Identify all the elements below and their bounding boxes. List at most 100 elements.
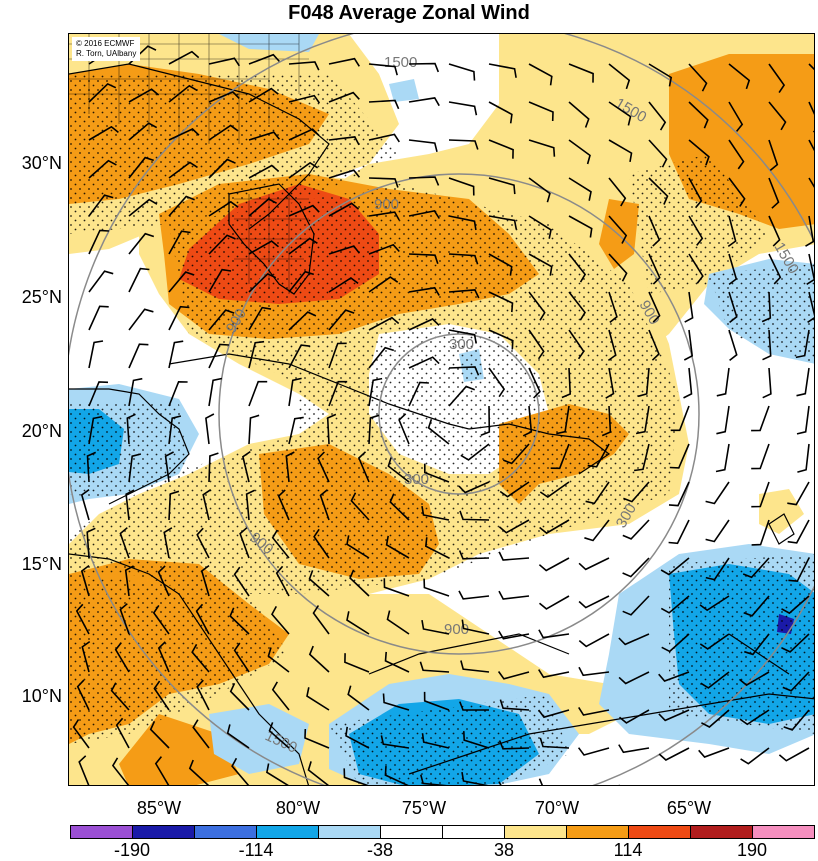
wind-barb bbox=[561, 367, 572, 399]
wind-barb bbox=[408, 62, 440, 73]
wind-barb bbox=[248, 380, 268, 407]
wind-barb bbox=[578, 633, 610, 648]
wind-barb bbox=[660, 557, 690, 576]
wind-barb bbox=[578, 557, 610, 571]
wind-barb bbox=[783, 709, 810, 731]
wind-barb bbox=[408, 318, 440, 331]
wind-barb bbox=[448, 63, 476, 81]
wind-barb bbox=[498, 551, 530, 561]
colorbar-label: -190 bbox=[113, 840, 151, 860]
wind-barb bbox=[608, 139, 633, 163]
wind-barb bbox=[528, 253, 553, 276]
wind-barb bbox=[419, 661, 450, 673]
wind-barb bbox=[168, 271, 195, 293]
wind-barb bbox=[317, 451, 330, 483]
wind-barb bbox=[728, 63, 751, 90]
wind-barb bbox=[208, 200, 239, 217]
wind-barb bbox=[326, 413, 337, 445]
wind-barb bbox=[768, 101, 787, 131]
wind-barb bbox=[684, 291, 694, 323]
wind-barb bbox=[688, 139, 710, 166]
wind-barb bbox=[248, 306, 272, 331]
wind-barb bbox=[538, 595, 570, 610]
wind-barb bbox=[537, 709, 570, 719]
wind-field-map: 1500 1500 1500 900 900 900 900 900 300 3… bbox=[69, 34, 814, 785]
colorbar-label: 114 bbox=[613, 840, 643, 860]
wind-barb bbox=[795, 329, 810, 359]
wind-barb bbox=[781, 595, 810, 615]
wind-barb bbox=[306, 687, 330, 711]
wind-barb bbox=[149, 720, 170, 749]
wind-barb bbox=[208, 343, 229, 369]
wind-barb bbox=[119, 527, 130, 559]
wind-barb bbox=[191, 643, 210, 673]
wind-barb bbox=[168, 195, 195, 217]
colorbar-swatch bbox=[195, 826, 257, 838]
wind-barb bbox=[618, 744, 650, 754]
wind-barb bbox=[288, 128, 320, 141]
wind-barb bbox=[285, 451, 295, 483]
wind-barb bbox=[408, 210, 440, 219]
wind-barb bbox=[448, 177, 475, 196]
wind-barb bbox=[427, 418, 450, 445]
wind-barb bbox=[229, 682, 250, 711]
wind-barb bbox=[110, 682, 130, 711]
wind-barb bbox=[88, 125, 119, 141]
wind-barb bbox=[688, 177, 703, 209]
wind-barb bbox=[275, 565, 290, 597]
wind-barb bbox=[584, 519, 610, 542]
wind-barb bbox=[346, 611, 370, 635]
lat-label-20n: 20°N bbox=[21, 421, 62, 441]
wind-barb bbox=[307, 761, 330, 785]
wind-barb bbox=[797, 443, 810, 473]
wind-barb bbox=[128, 88, 160, 103]
wind-barb bbox=[498, 781, 502, 785]
wind-barb bbox=[288, 204, 320, 217]
copyright-box: © 2016 ECMWF R. Torn, UAlbany bbox=[72, 37, 141, 61]
colorbar-label: 190 bbox=[736, 840, 768, 860]
wind-barb bbox=[208, 309, 235, 331]
wind-barb bbox=[716, 405, 730, 435]
wind-barb bbox=[768, 215, 781, 247]
wind-barb bbox=[618, 633, 650, 646]
wind-barb bbox=[196, 679, 210, 711]
wind-barb bbox=[796, 405, 810, 435]
wind-barb bbox=[328, 91, 360, 103]
wind-barb bbox=[622, 557, 650, 578]
wind-barb bbox=[368, 211, 400, 221]
wind-barb bbox=[768, 63, 786, 94]
wind-barb bbox=[271, 606, 290, 635]
wind-barb bbox=[528, 215, 552, 239]
wind-barb bbox=[111, 757, 130, 785]
wind-barb bbox=[368, 346, 395, 369]
wind-barb bbox=[497, 671, 530, 680]
stipple-layer bbox=[69, 74, 814, 785]
wind-barb bbox=[556, 405, 570, 435]
wind-barb bbox=[208, 268, 232, 293]
wind-barb bbox=[660, 595, 690, 614]
wind-barb bbox=[387, 457, 410, 483]
wind-barb bbox=[608, 177, 627, 207]
wind-barb bbox=[658, 671, 690, 682]
wind-barb bbox=[488, 253, 513, 276]
wind-barb bbox=[605, 367, 615, 399]
wind-barb bbox=[460, 443, 490, 461]
wind-barb bbox=[498, 740, 530, 750]
wind-barb bbox=[608, 215, 628, 244]
wind-barb bbox=[124, 565, 134, 597]
wind-barb bbox=[608, 253, 628, 282]
wind-barb bbox=[738, 671, 770, 687]
wind-barb bbox=[421, 505, 450, 521]
wind-barb bbox=[648, 101, 667, 131]
wind-barb bbox=[448, 329, 477, 344]
wind-barb bbox=[448, 101, 478, 116]
wind-barb bbox=[288, 377, 302, 407]
wind-barb bbox=[459, 701, 489, 711]
wind-barb bbox=[304, 728, 330, 749]
colorbar-swatch bbox=[319, 826, 381, 838]
wind-barb bbox=[488, 329, 514, 350]
wind-barb bbox=[248, 87, 279, 103]
wind-barb bbox=[568, 329, 585, 360]
wind-barb bbox=[398, 413, 410, 445]
wind-barb bbox=[648, 253, 661, 285]
